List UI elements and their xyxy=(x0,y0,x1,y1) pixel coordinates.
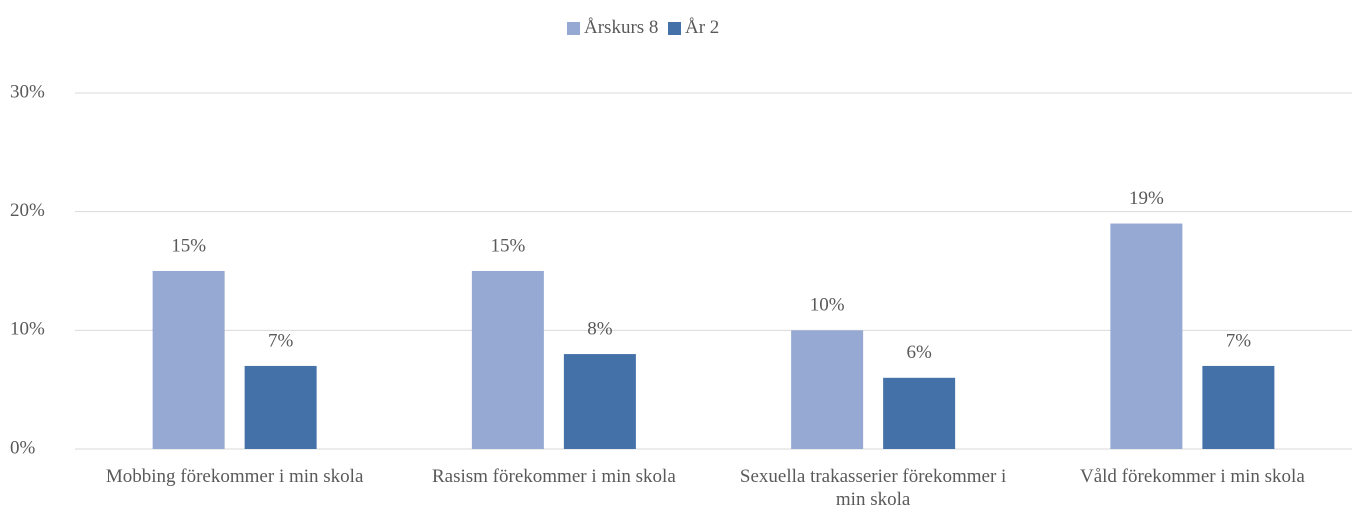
x-tick-label: Rasism förekommer i min skola xyxy=(431,466,676,487)
x-tick-label: Våld förekommer i min skola xyxy=(1079,466,1305,487)
y-tick-label: 30% xyxy=(10,81,45,102)
data-label: 15% xyxy=(490,235,525,256)
legend-item: Årskurs 8 xyxy=(567,17,658,39)
data-label: 10% xyxy=(810,295,845,316)
legend-swatch xyxy=(567,21,580,35)
y-tick-label: 10% xyxy=(10,319,45,340)
data-label: 7% xyxy=(268,330,294,351)
x-tick-label: Sexuella trakasserier förekommer i min s… xyxy=(739,466,1007,510)
bar xyxy=(244,365,317,449)
y-tick-label: 20% xyxy=(10,200,45,221)
data-label: 7% xyxy=(1226,330,1252,351)
bar xyxy=(471,271,544,449)
data-label: 6% xyxy=(906,342,932,363)
bar xyxy=(152,271,225,449)
bar xyxy=(883,377,956,449)
legend-item: År 2 xyxy=(668,17,719,39)
y-tick-label: 0% xyxy=(10,437,36,458)
bar xyxy=(1202,365,1275,449)
legend-label: Årskurs 8 xyxy=(584,17,659,38)
bar xyxy=(563,354,636,449)
bar xyxy=(1110,223,1183,449)
data-label: 19% xyxy=(1129,188,1164,209)
data-label: 15% xyxy=(171,235,206,256)
bar xyxy=(791,330,864,449)
legend-label: År 2 xyxy=(685,17,720,38)
x-tick-label: Mobbing förekommer i min skola xyxy=(105,466,364,487)
data-label: 8% xyxy=(587,318,613,339)
legend-swatch xyxy=(668,21,681,35)
